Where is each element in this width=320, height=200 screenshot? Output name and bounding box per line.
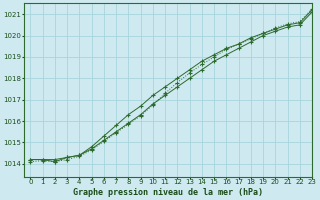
X-axis label: Graphe pression niveau de la mer (hPa): Graphe pression niveau de la mer (hPa) (73, 188, 263, 197)
